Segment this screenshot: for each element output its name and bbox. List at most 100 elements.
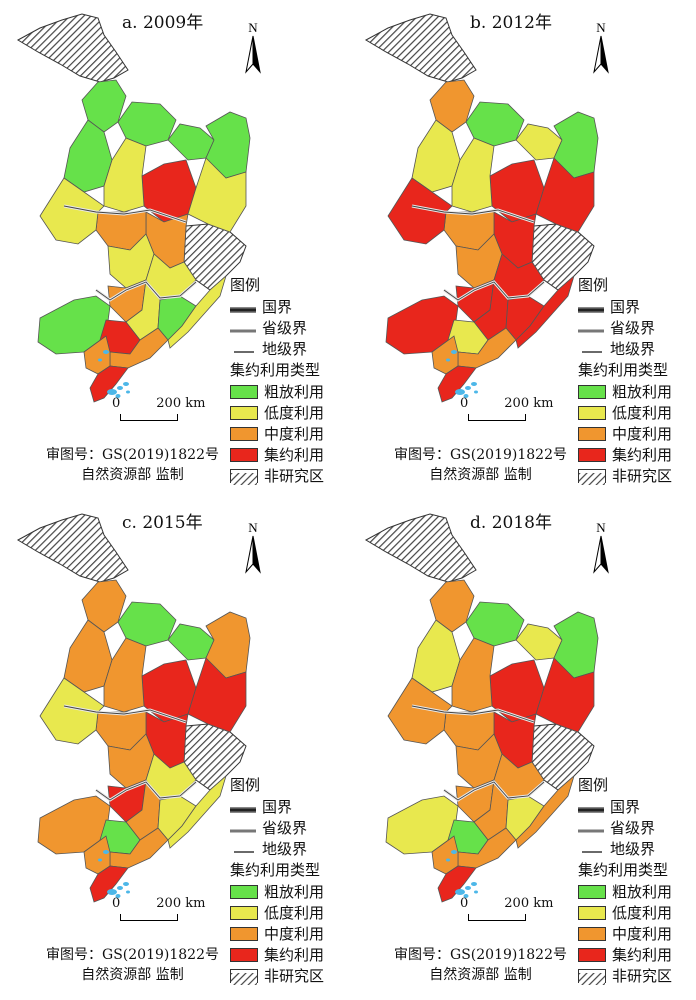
legend-type-title: 集约利用类型 [578, 361, 669, 379]
extensive-swatch [578, 384, 606, 399]
non-study-swatch [578, 468, 606, 485]
legend: 图例 国界 省级界 地级界 集约利用类型 粗放利用 低度利用 中度利用 集约利用… [230, 274, 324, 486]
choropleth-map [364, 13, 599, 403]
legend-item-national-border: 国界 [230, 296, 324, 317]
choropleth-map [16, 13, 251, 403]
coast-islands [98, 350, 130, 398]
north-arrow-icon: N [245, 520, 261, 574]
legend-item-province-border: 省级界 [230, 817, 324, 838]
low-swatch [230, 905, 258, 920]
province-border-core [411, 705, 545, 801]
legend-item-intensive: 集约利用 [230, 444, 324, 465]
scale-bar [120, 914, 178, 921]
legend: 图例 国界 省级界 地级界 集约利用类型 粗放利用 低度利用 中度利用 集约利用… [578, 274, 672, 486]
legend-title: 图例 [578, 276, 609, 294]
province-border-swatch [578, 822, 604, 834]
svg-text:N: N [248, 520, 258, 535]
medium-swatch [578, 926, 606, 941]
legend-item-extensive: 粗放利用 [230, 881, 324, 902]
region-5 [489, 659, 545, 723]
panel-title: d. 2018年 [470, 513, 552, 533]
map-panel-2009: a. 2009年 N 图例 国界 省级界 地级界 集约利用类型 粗放利用 低度利… [0, 0, 348, 500]
scale-bar [468, 414, 526, 421]
legend-item-extensive: 粗放利用 [578, 381, 672, 402]
legend-item-medium: 中度利用 [230, 923, 324, 944]
coast-islands [446, 350, 478, 398]
legend-item-non-study: 非研究区 [230, 965, 324, 986]
coast-islands [446, 850, 478, 898]
non-study-north [16, 513, 129, 583]
legend-item-low: 低度利用 [578, 902, 672, 923]
legend-item-low: 低度利用 [230, 902, 324, 923]
svg-text:N: N [596, 520, 606, 535]
city-border-swatch [230, 843, 256, 855]
intensive-swatch [578, 447, 606, 462]
low-swatch [578, 405, 606, 420]
city-border-swatch [578, 343, 604, 355]
scale-bar [468, 914, 526, 921]
region-7 [103, 637, 147, 713]
extensive-swatch [230, 384, 258, 399]
svg-text:N: N [248, 20, 258, 35]
choropleth-map [16, 513, 251, 903]
intensive-swatch [230, 947, 258, 962]
low-swatch [230, 405, 258, 420]
province-border-swatch [230, 822, 256, 834]
extensive-swatch [230, 884, 258, 899]
region-6 [535, 657, 595, 733]
panel-title: c. 2015年 [122, 513, 203, 533]
intensive-swatch [578, 947, 606, 962]
city-border-swatch [578, 843, 604, 855]
legend-title: 图例 [578, 776, 609, 794]
region-7 [103, 137, 147, 213]
region-0 [81, 79, 127, 133]
national-border-swatch [230, 801, 256, 813]
legend-type-title: 集约利用类型 [578, 861, 669, 879]
north-arrow-icon: N [593, 520, 609, 574]
legend-type-title: 集约利用类型 [230, 361, 321, 379]
legend-item-medium: 中度利用 [578, 423, 672, 444]
national-border-swatch [230, 301, 256, 313]
map-panel-2015: c. 2015年 N 图例 国界 省级界 地级界 集约利用类型 粗放利用 低度利… [0, 500, 348, 1000]
legend-item-province-border: 省级界 [578, 817, 672, 838]
region-5 [141, 659, 197, 723]
scale-bar [120, 414, 178, 421]
low-swatch [578, 905, 606, 920]
legend-item-non-study: 非研究区 [578, 465, 672, 486]
legend-item-extensive: 粗放利用 [578, 881, 672, 902]
map-approval-credit: 审图号：GS(2019)1822号 自然资源部 监制 [46, 947, 219, 983]
legend-type-title: 集约利用类型 [230, 861, 321, 879]
medium-swatch [578, 426, 606, 441]
scale-labels: 0 200 km [112, 396, 206, 411]
region-6 [535, 157, 595, 233]
legend-item-province-border: 省级界 [230, 317, 324, 338]
legend-item-intensive: 集约利用 [230, 944, 324, 965]
map-approval-credit: 审图号：GS(2019)1822号 自然资源部 监制 [394, 447, 567, 483]
non-study-north [16, 13, 129, 83]
legend: 图例 国界 省级界 地级界 集约利用类型 粗放利用 低度利用 中度利用 集约利用… [230, 774, 324, 986]
legend-item-national-border: 国界 [578, 296, 672, 317]
scale-labels: 0 200 km [112, 896, 206, 911]
city-border-swatch [230, 343, 256, 355]
legend-item-low: 低度利用 [578, 402, 672, 423]
non-study-swatch [578, 968, 606, 985]
legend-item-city-border: 地级界 [578, 838, 672, 859]
svg-text:N: N [596, 20, 606, 35]
panel-title: b. 2012年 [470, 13, 552, 33]
region-0 [429, 79, 475, 133]
legend-item-city-border: 地级界 [578, 338, 672, 359]
region-19 [167, 774, 227, 849]
legend-title: 图例 [230, 776, 261, 794]
region-0 [81, 579, 127, 633]
non-study-north [364, 513, 477, 583]
national-border-swatch [578, 801, 604, 813]
coast-islands [98, 850, 130, 898]
non-study-north [364, 13, 477, 83]
legend-item-city-border: 地级界 [230, 838, 324, 859]
national-border-swatch [578, 301, 604, 313]
legend-item-city-border: 地级界 [230, 338, 324, 359]
province-border-core [411, 205, 545, 301]
province-border-core [63, 205, 197, 301]
legend-item-non-study: 非研究区 [230, 465, 324, 486]
non-study-swatch [230, 968, 258, 985]
